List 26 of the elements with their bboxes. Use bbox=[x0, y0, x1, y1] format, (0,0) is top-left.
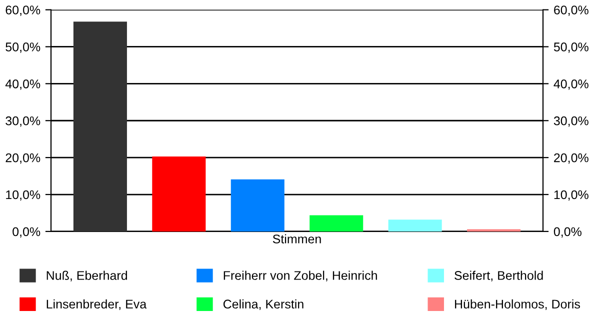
legend-label: Hüben-Holomos, Doris bbox=[455, 299, 580, 310]
y-tick-label: 30,0% bbox=[6, 116, 40, 127]
y-tick-label: 10,0% bbox=[6, 190, 40, 201]
legend-label: Celina, Kerstin bbox=[223, 299, 304, 310]
legend-label: Nuß, Eberhard bbox=[46, 270, 128, 282]
text: 10,0% bbox=[554, 190, 588, 201]
text: 30,0% bbox=[554, 116, 588, 127]
text: 20,0% bbox=[554, 153, 588, 164]
bar bbox=[73, 22, 127, 232]
bar bbox=[388, 220, 442, 232]
y-tick-label: 20,0% bbox=[6, 153, 40, 164]
text: 40,0% bbox=[554, 79, 588, 90]
y-tick-label: 50,0% bbox=[6, 42, 40, 53]
legend-label: Freiherr von Zobel, Heinrich bbox=[224, 270, 377, 282]
text: 50,0% bbox=[554, 42, 588, 53]
y-tick-label: 0,0% bbox=[12, 227, 40, 238]
y-tick-label: 40,0% bbox=[5, 79, 40, 90]
y-tick-label: 60,0% bbox=[6, 6, 40, 16]
bar bbox=[152, 156, 206, 232]
legend-label: Seifert, Berthold bbox=[454, 270, 543, 282]
x-tick-label: Stimmen bbox=[272, 234, 321, 244]
text: 60,0% bbox=[554, 6, 588, 16]
text: 0,0% bbox=[554, 227, 582, 238]
legend-label: Linsenbreder, Eva bbox=[46, 299, 147, 310]
bar bbox=[310, 215, 364, 232]
bar bbox=[230, 179, 284, 232]
